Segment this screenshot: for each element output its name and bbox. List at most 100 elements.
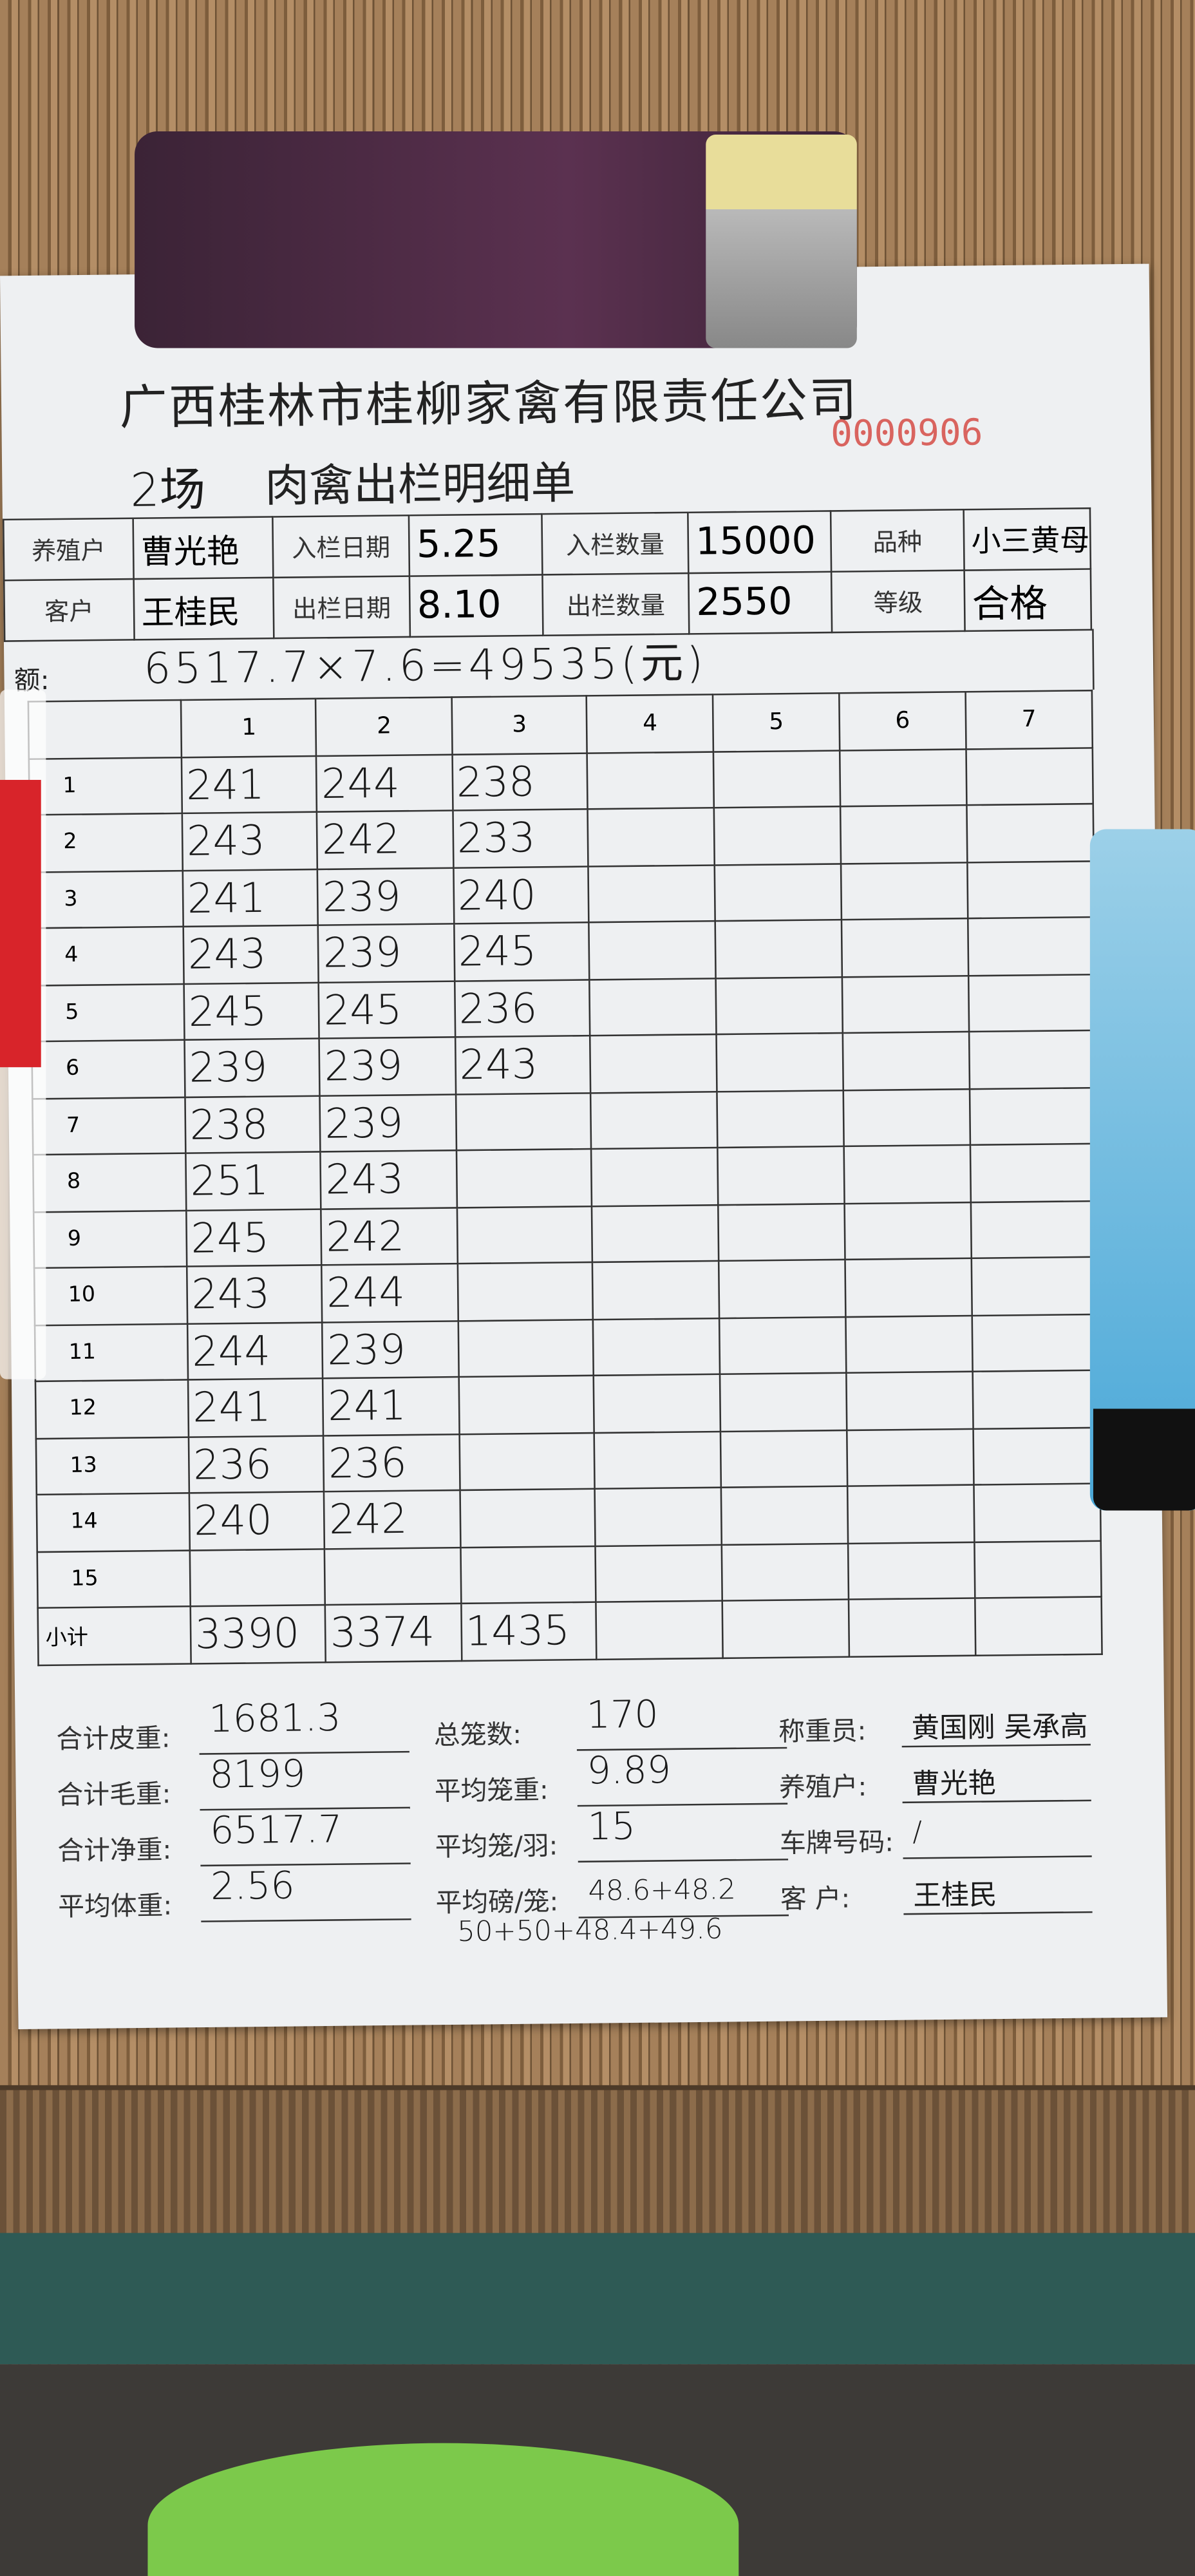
weight-cell: 239 <box>320 1094 456 1152</box>
weight-cell <box>843 1144 971 1203</box>
corner-cell <box>28 700 182 759</box>
farmer-label: 养殖户 <box>3 518 134 581</box>
column-header: 2 <box>316 697 453 755</box>
weight-cell: 241 <box>188 1378 325 1437</box>
row-label: 1 <box>28 756 183 815</box>
weight-cell: 245 <box>453 922 590 981</box>
weight-cell: 242 <box>321 1207 458 1265</box>
avg-weight-value: 2.56 <box>210 1865 295 1909</box>
green-object <box>147 2443 739 2576</box>
weight-cell <box>720 1372 847 1431</box>
weight-cell <box>715 976 843 1035</box>
subtotal-cell <box>722 1599 850 1658</box>
weight-cell <box>845 1314 973 1373</box>
weight-cell: 244 <box>317 753 453 812</box>
gross-value: 8199 <box>209 1754 306 1797</box>
breed-label: 品种 <box>831 509 964 572</box>
weight-cell <box>971 1256 1099 1315</box>
weight-cell: 240 <box>189 1492 326 1550</box>
table-row: 15 <box>37 1540 1102 1608</box>
farm-number: 2场 <box>129 462 206 518</box>
in-qty-value: 15000 <box>688 511 832 574</box>
weight-cell: 236 <box>189 1435 325 1493</box>
in-date-label: 入栏日期 <box>272 515 409 578</box>
farmer-value: 曹光艳 <box>133 516 274 580</box>
out-qty-value: 2550 <box>688 571 833 634</box>
weight-cell: 239 <box>318 923 455 982</box>
column-header: 6 <box>839 692 966 750</box>
customer-label: 客户 <box>4 579 135 641</box>
weight-cell: 243 <box>183 925 319 983</box>
document-title: 肉禽出栏明细单 <box>264 459 576 513</box>
amount-value: 6517.7×7.6=49535(元) <box>143 639 707 695</box>
gross-label: 合计毛重: <box>57 1778 171 1811</box>
weight-cell <box>591 1147 719 1206</box>
weight-cell: 241 <box>323 1377 460 1435</box>
weight-cell <box>969 1086 1097 1145</box>
weight-cell: 238 <box>452 752 588 811</box>
weight-cell: 236 <box>324 1433 460 1492</box>
weight-cell <box>719 1316 847 1374</box>
weight-cell <box>459 1432 596 1490</box>
weight-cell <box>968 916 1095 976</box>
weight-cell <box>588 864 715 923</box>
farmer-value: 曹光艳 <box>912 1768 996 1802</box>
field-underline <box>201 1918 411 1922</box>
delivery-slip: 广西桂林市桂柳家禽有限责任公司 0000906 2场 肉禽出栏明细单 养殖户 曹… <box>0 263 1168 2030</box>
weight-cell <box>840 748 967 807</box>
table-row: 13 236 236 <box>35 1426 1100 1495</box>
weight-cell <box>966 747 1093 806</box>
table-row: 6 239 239 243 <box>32 1030 1096 1099</box>
weight-cell <box>456 1149 592 1208</box>
weight-cell <box>458 1375 595 1434</box>
weight-cell: 236 <box>454 979 590 1037</box>
weight-cell <box>325 1546 461 1605</box>
weight-cell <box>715 920 843 978</box>
weight-cell <box>970 1200 1098 1258</box>
weight-cell <box>595 1544 722 1602</box>
customer-value: 王桂民 <box>913 1879 997 1913</box>
net-label: 合计净重: <box>57 1833 172 1866</box>
avg-weight-label: 平均体重: <box>58 1889 173 1922</box>
weight-cell <box>190 1548 326 1607</box>
in-date-value: 5.25 <box>408 514 543 576</box>
tare-label: 合计皮重: <box>56 1722 171 1755</box>
weight-cell <box>713 750 841 808</box>
subtotal-label: 小计 <box>37 1606 192 1665</box>
out-date-value: 8.10 <box>409 574 543 637</box>
weight-cell <box>593 1317 720 1376</box>
avg-cage-value: 9.89 <box>587 1750 672 1794</box>
weight-cell <box>590 1034 717 1093</box>
weigher-label: 称重员: <box>778 1715 867 1747</box>
table-row: 1 241 244 238 <box>28 747 1093 815</box>
lighter-head <box>706 135 857 348</box>
row-label: 4 <box>30 926 184 985</box>
weight-cell <box>846 1371 974 1430</box>
weight-cell: 242 <box>325 1490 461 1549</box>
blue-lighter-base <box>1093 1408 1195 1511</box>
table-row: 5 245 245 236 <box>31 973 1096 1042</box>
avg-lb-2-value: 50+50+48.4+49.6 <box>456 1913 723 1949</box>
weight-cell <box>716 1033 843 1092</box>
weight-cell <box>970 1143 1098 1202</box>
row-label: 6 <box>32 1039 185 1099</box>
weight-cell <box>718 1202 845 1261</box>
column-header: 3 <box>451 696 588 754</box>
grade-value: 合格 <box>964 569 1091 631</box>
table-edge <box>0 2233 1195 2365</box>
table-row: 12 241 241 <box>35 1370 1100 1438</box>
weight-cell: 238 <box>185 1095 321 1153</box>
avg-cage-label: 平均笼重: <box>434 1774 549 1807</box>
company-name: 广西桂林市桂柳家禽有限责任公司 <box>119 372 859 436</box>
weight-cell <box>592 1204 719 1262</box>
weight-cell <box>715 863 842 922</box>
weight-cell <box>590 1091 718 1150</box>
out-qty-label: 出栏数量 <box>542 573 690 636</box>
weight-cell: 242 <box>317 810 453 869</box>
avg-lb-label: 平均磅/笼: <box>435 1886 559 1918</box>
row-label: 9 <box>33 1209 187 1269</box>
weight-cell <box>972 1313 1099 1372</box>
row-label: 14 <box>36 1493 191 1551</box>
weight-cell: 245 <box>319 980 455 1039</box>
